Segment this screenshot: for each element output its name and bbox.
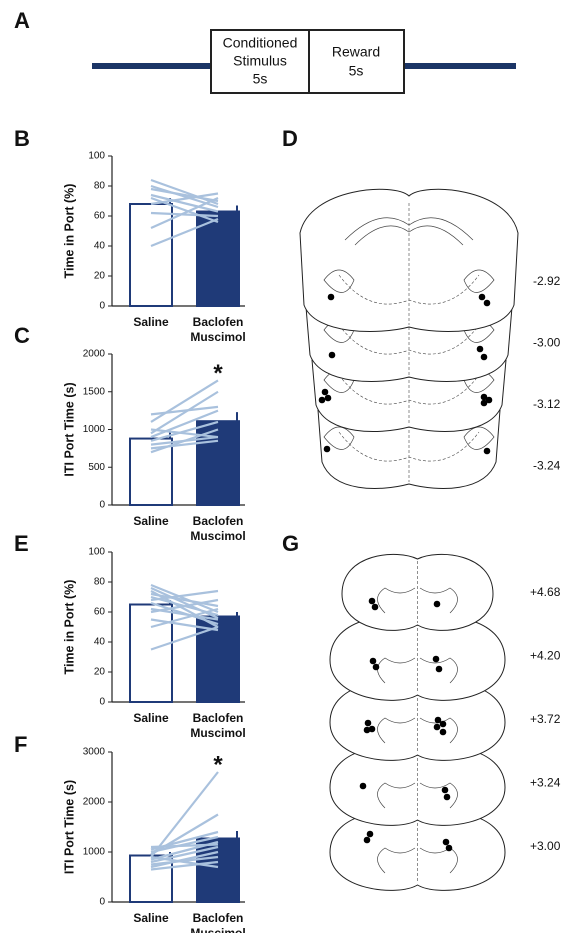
y-axis-label: Time in Port (%) — [62, 184, 76, 279]
cannula-placement — [364, 727, 371, 734]
y-axis-label: ITI Port Time (s) — [62, 780, 76, 874]
cannula-placement — [322, 389, 329, 396]
cannula-placement — [329, 352, 336, 359]
subject-line — [151, 180, 218, 204]
y-tick-label: 2000 — [83, 349, 106, 360]
y-tick-label: 100 — [88, 547, 105, 558]
x-tick-label: Saline — [133, 711, 169, 725]
cannula-placement — [436, 666, 443, 673]
cannula-placement — [360, 783, 367, 790]
cannula-placement — [325, 395, 332, 402]
bar — [130, 204, 172, 306]
y-tick-label: 500 — [88, 462, 105, 473]
brain-sections — [300, 189, 518, 890]
panel-letter: C — [14, 323, 30, 348]
y-axis-label: ITI Port Time (s) — [62, 382, 76, 476]
cannula-placement — [446, 845, 453, 852]
cannula-placement — [372, 604, 379, 611]
x-tick-label: Baclofen — [193, 711, 244, 725]
cannula-placement — [369, 598, 376, 605]
timeline-text: Conditioned — [223, 35, 298, 51]
cannula-placement — [440, 729, 447, 736]
timeline-text: Stimulus — [233, 53, 287, 69]
panel-letter: E — [14, 531, 29, 556]
cannula-placement — [442, 787, 449, 794]
x-tick-label: Baclofen — [193, 514, 244, 528]
cannula-placement — [484, 300, 491, 307]
y-tick-label: 0 — [99, 697, 105, 708]
bar — [130, 439, 172, 505]
x-tick-label: Muscimol — [190, 926, 245, 933]
y-tick-label: 1000 — [83, 424, 106, 435]
timeline-box — [309, 30, 404, 93]
cannula-placement — [440, 721, 447, 728]
cannula-placement — [328, 294, 335, 301]
section-label: +4.68 — [530, 585, 561, 599]
panel-letter: D — [282, 126, 298, 151]
cannula-placement — [367, 831, 374, 838]
y-tick-label: 80 — [94, 181, 106, 192]
timeline-text: Reward — [332, 44, 380, 60]
cannula-placement — [481, 400, 488, 407]
cannula-placement — [477, 346, 484, 353]
x-tick-label: Muscimol — [190, 330, 245, 344]
y-tick-label: 60 — [94, 607, 106, 618]
cannula-placement — [319, 397, 326, 404]
x-tick-label: Saline — [133, 911, 169, 925]
y-tick-label: 60 — [94, 211, 106, 222]
cannula-placement — [373, 664, 380, 671]
x-tick-label: Baclofen — [193, 911, 244, 925]
y-tick-label: 0 — [99, 897, 105, 908]
panel-letter: G — [282, 531, 299, 556]
y-tick-label: 0 — [99, 500, 105, 511]
cannula-placement — [433, 656, 440, 663]
section-label: +4.20 — [530, 649, 561, 663]
section-label: +3.72 — [530, 712, 561, 726]
x-tick-label: Saline — [133, 315, 169, 329]
cannula-placement — [364, 837, 371, 844]
section-label: +3.24 — [530, 776, 561, 790]
significance-marker: * — [213, 360, 223, 387]
section-label: +3.00 — [530, 839, 561, 853]
figure: A B C D E F G Conditioned Stimulus 5s Re… — [0, 0, 571, 933]
bar — [130, 605, 172, 703]
cannula-placement — [484, 448, 491, 455]
cannula-placement — [434, 601, 441, 608]
cannula-placement — [365, 720, 372, 727]
x-tick-label: Saline — [133, 514, 169, 528]
cannula-placement — [481, 354, 488, 361]
cannula-placement — [324, 446, 331, 453]
x-tick-label: Baclofen — [193, 315, 244, 329]
cannula-placement — [370, 658, 377, 665]
panel-letter: B — [14, 126, 30, 151]
panel-letter: A — [14, 8, 30, 33]
section-label: -3.24 — [533, 459, 561, 473]
x-tick-label: Muscimol — [190, 726, 245, 740]
x-tick-label: Muscimol — [190, 529, 245, 543]
section-label: -3.12 — [533, 397, 561, 411]
timeline-text: 5s — [349, 63, 364, 79]
y-tick-label: 3000 — [83, 747, 106, 758]
section-label: -3.00 — [533, 336, 561, 350]
section-label: -2.92 — [533, 274, 561, 288]
y-tick-label: 20 — [94, 667, 106, 678]
y-tick-label: 40 — [94, 637, 106, 648]
y-tick-label: 0 — [99, 301, 105, 312]
y-tick-label: 40 — [94, 241, 106, 252]
y-tick-label: 2000 — [83, 797, 106, 808]
y-tick-label: 20 — [94, 271, 106, 282]
cannula-placement — [434, 724, 441, 731]
y-tick-label: 80 — [94, 577, 106, 588]
y-axis-label: Time in Port (%) — [62, 580, 76, 675]
y-tick-label: 1500 — [83, 386, 106, 397]
cannula-placement — [443, 839, 450, 846]
cannula-placement — [444, 794, 451, 801]
cannula-placement — [479, 294, 486, 301]
significance-marker: * — [213, 751, 223, 778]
panel-letter: F — [14, 732, 27, 757]
y-tick-label: 1000 — [83, 847, 106, 858]
timeline-text: 5s — [253, 71, 268, 87]
y-tick-label: 100 — [88, 151, 105, 162]
